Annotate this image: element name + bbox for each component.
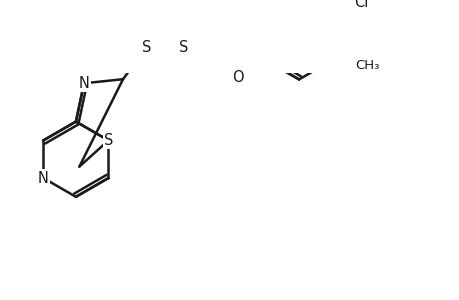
- Text: CH₃: CH₃: [354, 59, 379, 72]
- Text: O: O: [232, 70, 244, 85]
- Text: N: N: [38, 170, 49, 185]
- Text: N: N: [78, 76, 90, 91]
- Text: Cl: Cl: [353, 0, 368, 10]
- Text: S: S: [179, 40, 188, 55]
- Text: S: S: [104, 133, 113, 148]
- Text: N: N: [78, 76, 90, 91]
- Text: S: S: [141, 40, 151, 55]
